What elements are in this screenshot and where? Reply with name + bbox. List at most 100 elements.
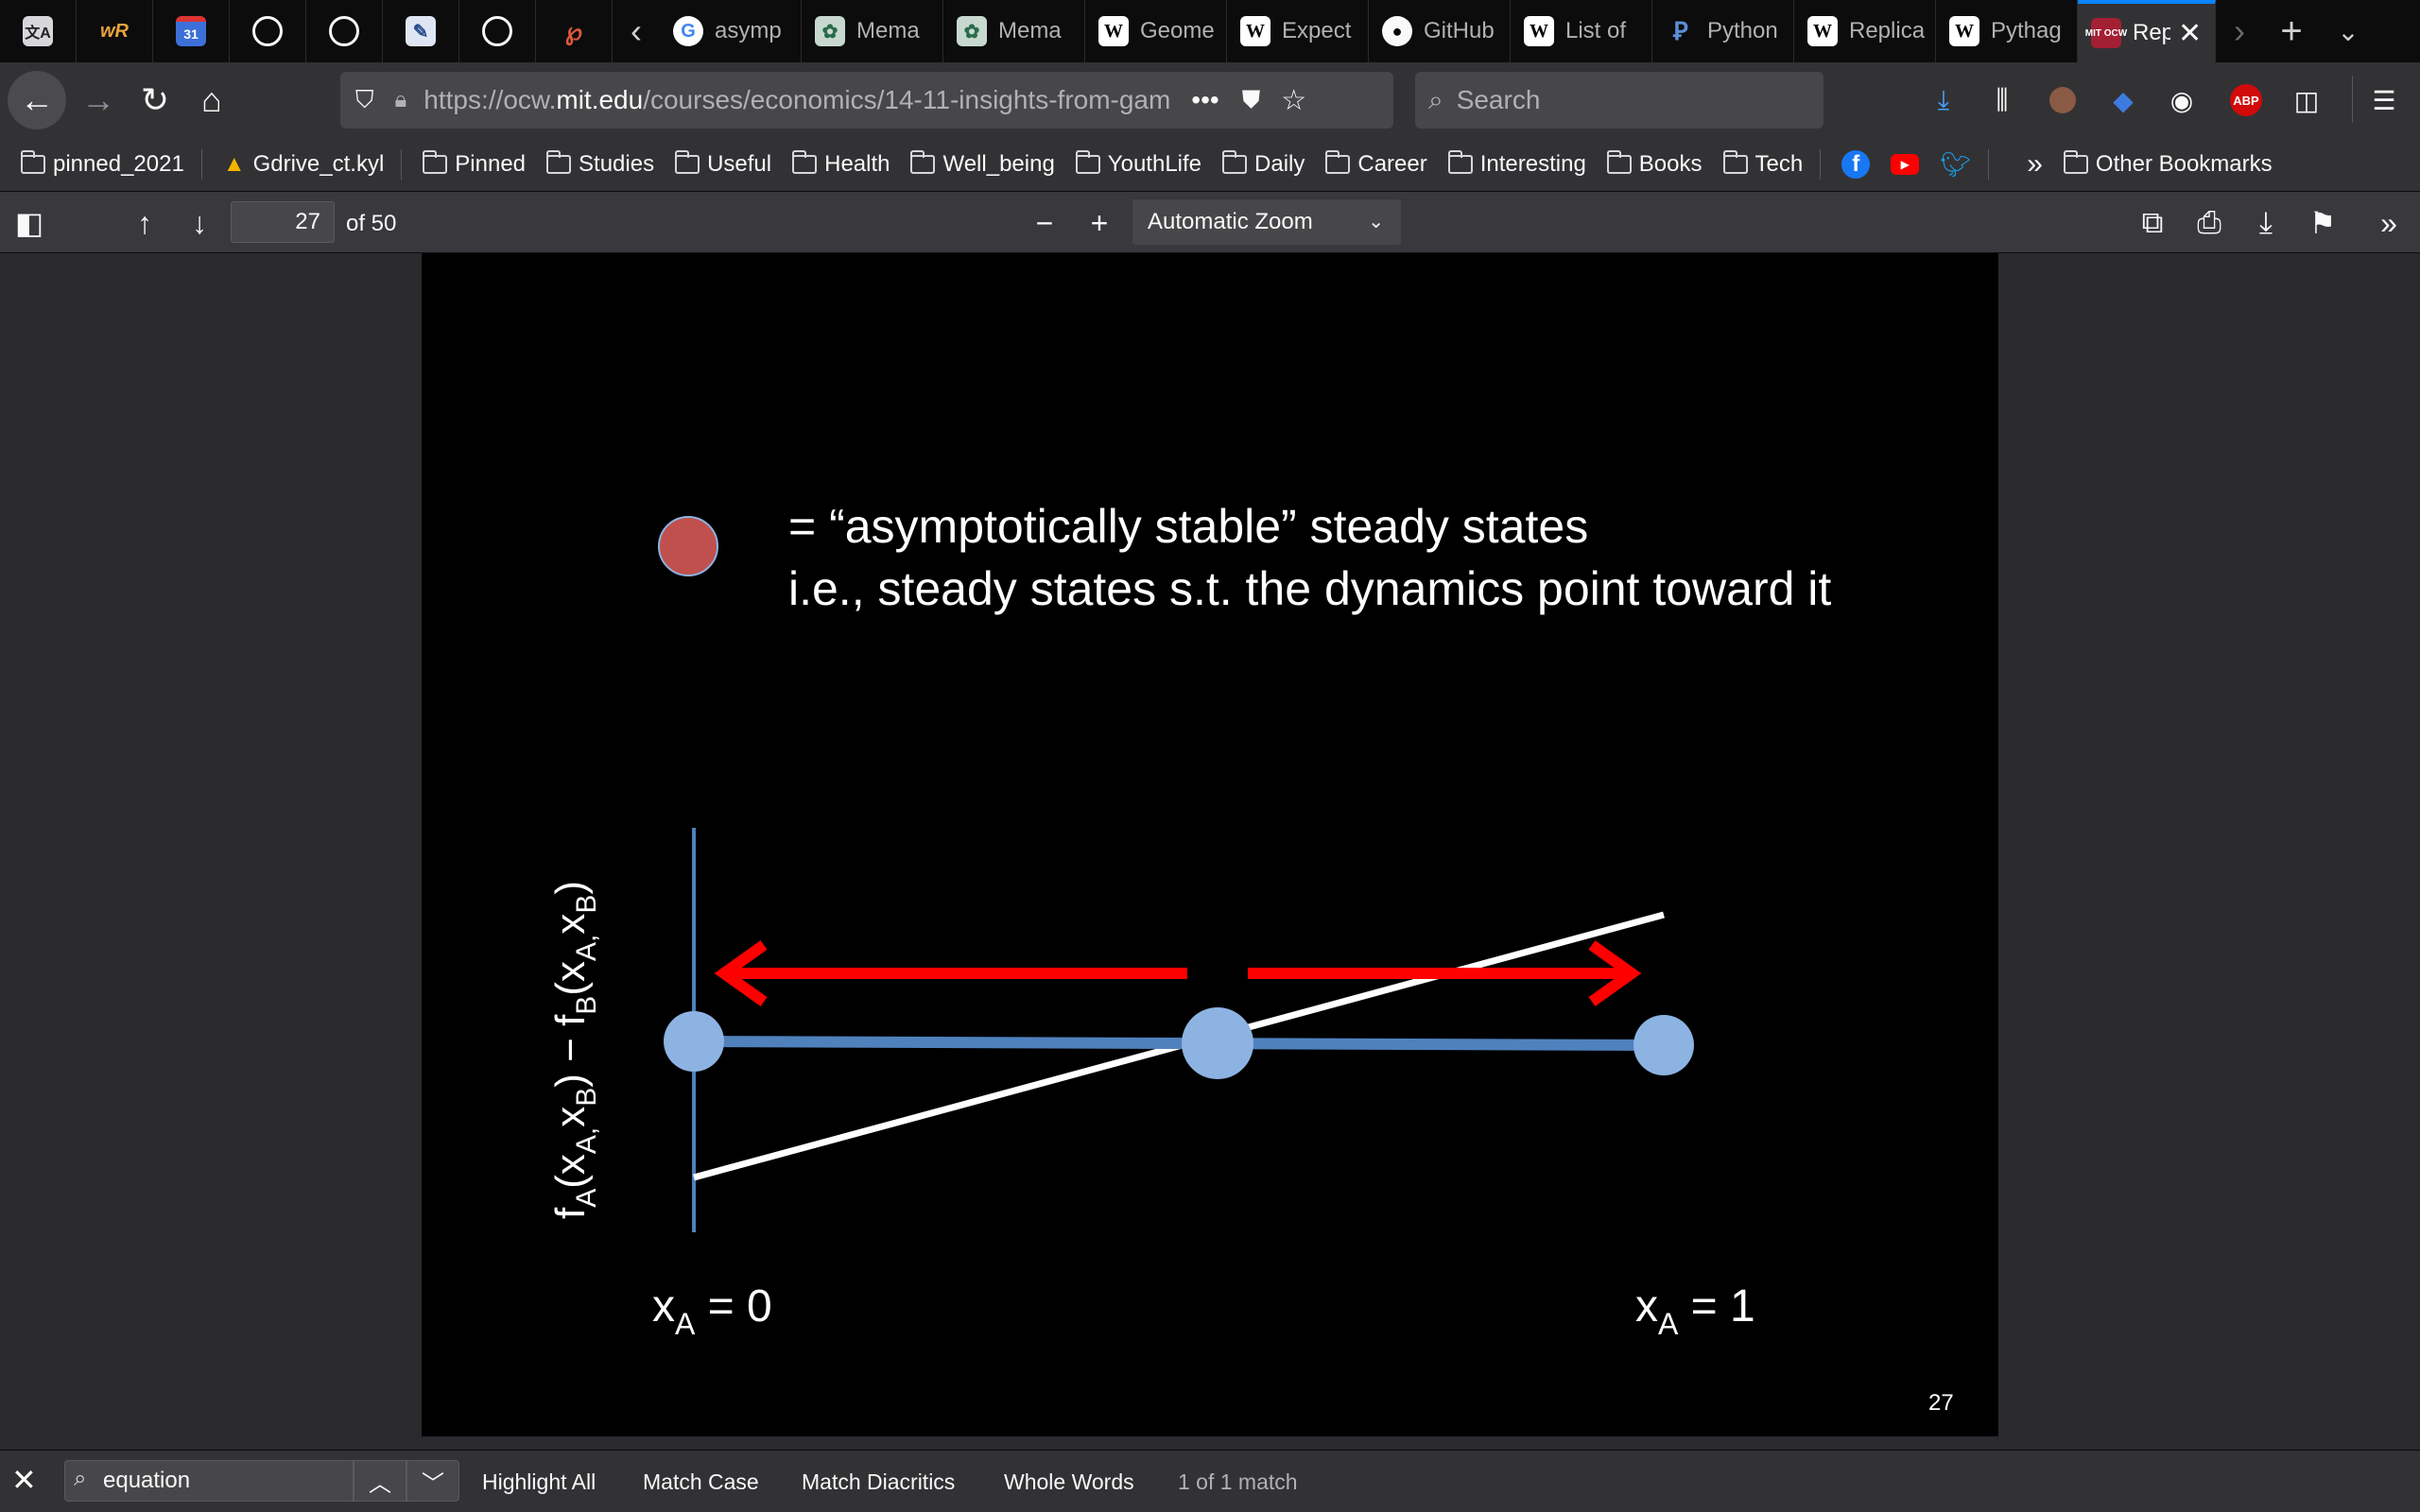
bookmark-folder-daily[interactable]: Daily — [1222, 150, 1305, 178]
bookmark-folder-career[interactable]: Career — [1325, 150, 1427, 178]
bookmark-folder-studies[interactable]: Studies — [546, 150, 655, 178]
zoom-select[interactable]: Automatic Zoom ⌄ — [1132, 199, 1401, 245]
pinned-tab-pomodoro[interactable]: ℘ — [536, 0, 613, 62]
close-find-bar-icon[interactable]: ✕ — [11, 1463, 37, 1497]
bookmark-folder-tech[interactable]: Tech — [1722, 150, 1803, 178]
close-tab-icon[interactable]: ✕ — [2178, 17, 2203, 49]
pdf-toolbar: ◧ ↑ ↓ of 50 − + Automatic Zoom⌄ ⧉ ⎙ ⤓ ⚑ … — [0, 191, 2420, 253]
tab-active[interactable]: MIT OCW Rep ✕ — [2078, 0, 2216, 62]
tools-menu-button[interactable]: » — [2380, 205, 2397, 240]
bookmark-folder-well-being[interactable]: Well_being — [910, 150, 1055, 178]
downloads-icon[interactable]: ⤓ — [1937, 84, 1950, 114]
tab-scroll-left-button[interactable]: ‹ — [631, 11, 642, 50]
pdf-viewer[interactable]: = “asymptotically stable” steady states … — [0, 253, 2420, 1444]
adblock-icon[interactable]: ABP — [2227, 81, 2265, 119]
extension-icon[interactable]: ◆ — [2113, 85, 2134, 115]
toggle-sidebar-icon[interactable]: ◧ — [14, 206, 44, 240]
tab-6[interactable]: W List of — [1511, 0, 1652, 62]
highlight-all-toggle[interactable]: Highlight All — [482, 1469, 596, 1494]
extension-mask-icon[interactable]: ◉ — [2169, 85, 2194, 115]
page-count: of 50 — [346, 211, 397, 236]
pomodoro-icon: ℘ — [564, 16, 583, 45]
bookmark-twitter[interactable]: 🐦︎ — [1940, 150, 1971, 180]
zoom-in-button[interactable]: + — [1090, 205, 1109, 240]
match-diacritics-toggle[interactable]: Match Diacritics — [802, 1469, 956, 1494]
tab-7[interactable]: Ꝑ Python — [1652, 0, 1794, 62]
presentation-mode-icon[interactable]: ⧉ — [2141, 205, 2164, 239]
find-previous-button[interactable]: ︿ — [354, 1460, 406, 1502]
bookmark-label: Studies — [579, 151, 655, 177]
folder-icon — [546, 150, 572, 174]
tab-8[interactable]: W Replica — [1794, 0, 1936, 62]
tab-label: Replica — [1849, 18, 1925, 43]
bookmark-folder-pinned[interactable]: Pinned — [423, 150, 526, 178]
back-button[interactable]: ← — [8, 71, 66, 129]
bookmark-star-icon[interactable]: ☆ — [1281, 84, 1307, 116]
bookmark-page-icon[interactable]: ⚑ — [2308, 206, 2337, 240]
pinned-tab-globe-2[interactable] — [306, 0, 383, 62]
new-tab-button[interactable]: + — [2280, 9, 2303, 52]
lock-icon[interactable]: 🔒︎ — [394, 87, 407, 112]
home-button[interactable]: ⌂ — [201, 80, 222, 119]
reload-button[interactable]: ↻ — [140, 80, 170, 119]
bookmark-folder-useful[interactable]: Useful — [675, 150, 771, 178]
bookmark-label: Career — [1357, 151, 1427, 177]
tab-scroll-right-button[interactable]: › — [2234, 11, 2245, 50]
tab-3[interactable]: W Geome — [1085, 0, 1227, 62]
tab-label: Mema — [998, 18, 1062, 43]
whole-words-toggle[interactable]: Whole Words — [1004, 1469, 1134, 1494]
zoom-out-button[interactable]: − — [1035, 205, 1054, 240]
page-number-input[interactable] — [231, 201, 335, 243]
pinned-tab-calendar[interactable]: 31 — [153, 0, 230, 62]
print-icon[interactable]: ⎙ — [2197, 205, 2221, 239]
bookmark-folder-books[interactable]: Books — [1606, 150, 1703, 178]
find-next-button[interactable]: ﹀ — [406, 1460, 459, 1502]
bookmark-facebook[interactable]: f — [1841, 150, 1871, 179]
pinned-tab-globe-3[interactable] — [459, 0, 536, 62]
save-icon[interactable]: ⤓ — [2258, 205, 2273, 239]
page-actions-icon[interactable]: ••• — [1191, 85, 1219, 114]
bookmarks-toolbar: pinned_2021 ▲ Gdrive_ct.kyl Pinned Studie… — [0, 138, 2420, 191]
tab-label: Geome — [1140, 18, 1215, 43]
search-bar[interactable]: ⌕ Search — [1415, 72, 1824, 129]
bookmark-folder-youthlife[interactable]: YouthLife — [1075, 150, 1201, 178]
next-page-button[interactable]: ↓ — [192, 205, 207, 240]
more-bookmarks-button[interactable]: » — [2027, 148, 2043, 180]
match-case-toggle[interactable]: Match Case — [643, 1469, 759, 1494]
pinned-tab-translate[interactable]: 文A — [0, 0, 77, 62]
profile-avatar[interactable] — [2044, 81, 2082, 119]
list-all-tabs-button[interactable]: ⌄ — [2337, 16, 2360, 46]
sidebar-icon[interactable]: ◫ — [2293, 85, 2320, 115]
bookmark-gdrive[interactable]: ▲ Gdrive_ct.kyl — [223, 151, 384, 178]
pinned-tab-edit[interactable]: ✎ — [383, 0, 459, 62]
mit-ocw-icon: MIT OCW — [2085, 18, 2127, 48]
url-bar[interactable]: ⛉ 🔒︎ https://ocw.mit.edu/courses/economi… — [340, 72, 1393, 129]
tab-2[interactable]: ✿ Mema — [943, 0, 1085, 62]
bookmark-folder-interesting[interactable]: Interesting — [1447, 150, 1586, 178]
tab-label: Python — [1707, 18, 1778, 43]
library-icon[interactable]: ⫼ — [1996, 84, 2009, 114]
tracking-protection-icon[interactable]: ⛉ — [355, 85, 374, 113]
tab-5[interactable]: ● GitHub — [1369, 0, 1511, 62]
forward-button[interactable]: → — [81, 80, 115, 119]
search-placeholder: Search — [1456, 85, 1541, 114]
legend-line-2: i.e., steady states s.t. the dynamics po… — [788, 562, 1831, 615]
bookmark-label: Other Bookmarks — [2095, 151, 2273, 177]
previous-page-button[interactable]: ↑ — [137, 205, 152, 240]
tab-1[interactable]: ✿ Mema — [802, 0, 943, 62]
bookmark-folder-health[interactable]: Health — [792, 150, 890, 178]
pocket-icon[interactable]: ⛊ — [1241, 85, 1261, 113]
right-arrow-head — [1588, 940, 1642, 1006]
tab-4[interactable]: W Expect — [1227, 0, 1369, 62]
y-axis-label: fA(xA,xB) − fB(xA,xB) — [547, 881, 602, 1219]
bookmark-folder-pinned-2021[interactable]: pinned_2021 — [21, 150, 184, 178]
find-input[interactable] — [64, 1460, 354, 1502]
tab-9[interactable]: W Pythag — [1936, 0, 2078, 62]
bookmark-youtube[interactable]: ▶ — [1891, 154, 1920, 175]
pinned-tab-wr[interactable]: wR — [77, 0, 153, 62]
menu-icon[interactable]: ☰ — [2372, 85, 2396, 115]
pinned-tab-globe-1[interactable] — [230, 0, 306, 62]
folder-icon — [910, 150, 936, 174]
other-bookmarks-folder[interactable]: Other Bookmarks — [2063, 150, 2273, 178]
